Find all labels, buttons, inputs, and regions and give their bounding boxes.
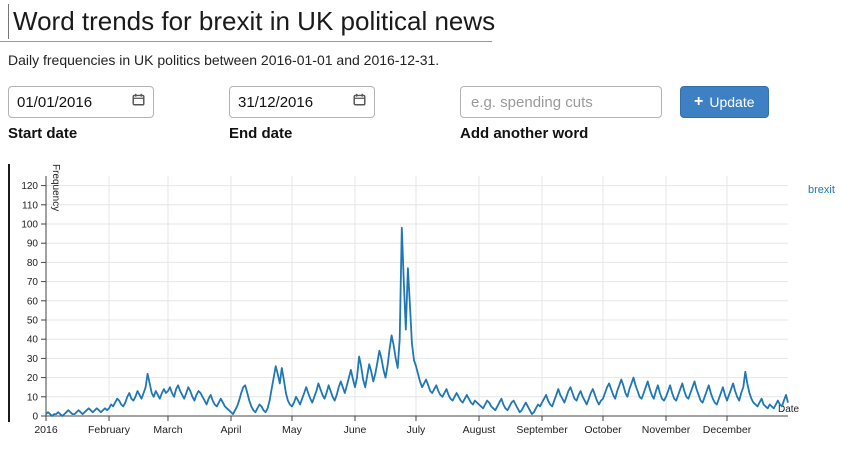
x-tick-label: 2016 <box>34 424 58 436</box>
x-tick-label: February <box>88 424 131 436</box>
chart-canvas: 0 10 20 30 40 50 60 70 80 90 100 110 120 2016 February… <box>21 176 800 436</box>
calendar-icon[interactable] <box>132 93 145 111</box>
x-tick-label: August <box>463 424 496 436</box>
start-date-field: Start date <box>8 86 154 142</box>
page-subtitle: Daily frequencies in UK politics between… <box>8 52 440 68</box>
y-tick-label: 80 <box>27 258 39 269</box>
end-date-field: End date <box>229 86 375 142</box>
start-date-input-box <box>8 86 154 118</box>
y-tick-label: 60 <box>27 296 39 307</box>
y-tick-label: 50 <box>27 316 39 327</box>
x-axis-label: Date <box>778 404 800 415</box>
y-tick-label: 70 <box>27 277 39 288</box>
calendar-icon[interactable] <box>353 93 366 111</box>
add-word-input[interactable] <box>460 86 662 118</box>
y-axis-label: Frequency <box>50 164 61 212</box>
y-tick-label: 20 <box>27 373 39 384</box>
y-tick-label: 30 <box>27 354 39 365</box>
chart-left-edge <box>8 164 10 422</box>
plus-icon: + <box>694 93 704 110</box>
frequency-chart: Frequency 0 10 20 30 40 50 60 70 80 90 100 110 120 20… <box>8 164 842 450</box>
end-date-input-box <box>229 86 375 118</box>
x-tick-label: July <box>407 424 426 436</box>
x-tick-label: March <box>153 424 182 436</box>
update-button-label: Update <box>709 94 755 110</box>
series-line-brexit <box>45 226 789 417</box>
y-tick-label: 100 <box>21 220 38 231</box>
query-form: Start date End date Add another word <box>8 86 842 142</box>
x-tick-label: November <box>642 424 691 436</box>
x-tick-label: September <box>516 424 568 436</box>
legend-brexit: brexit <box>808 184 835 196</box>
add-word-label: Add another word <box>460 125 589 142</box>
y-tick-label: 10 <box>27 392 39 403</box>
start-date-label: Start date <box>8 125 78 142</box>
start-date-input[interactable] <box>17 93 117 111</box>
end-date-label: End date <box>229 125 293 142</box>
x-tick-label: December <box>703 424 752 436</box>
x-tick-label: April <box>220 424 241 436</box>
y-tick-label: 110 <box>22 200 38 211</box>
y-tick-label: 40 <box>27 335 39 346</box>
add-word-field: Add another word <box>460 86 662 142</box>
x-tick-label: June <box>344 424 367 436</box>
y-tick-label: 0 <box>32 412 38 423</box>
x-tick-label: October <box>584 424 622 436</box>
page-title: Word trends for brexit in UK political n… <box>8 4 842 39</box>
title-divider <box>0 41 492 42</box>
y-tick-label: 90 <box>27 239 39 250</box>
end-date-input[interactable] <box>238 93 338 111</box>
update-button[interactable]: + Update <box>680 86 769 118</box>
y-tick-label: 120 <box>21 181 38 192</box>
x-tick-label: May <box>282 424 303 436</box>
